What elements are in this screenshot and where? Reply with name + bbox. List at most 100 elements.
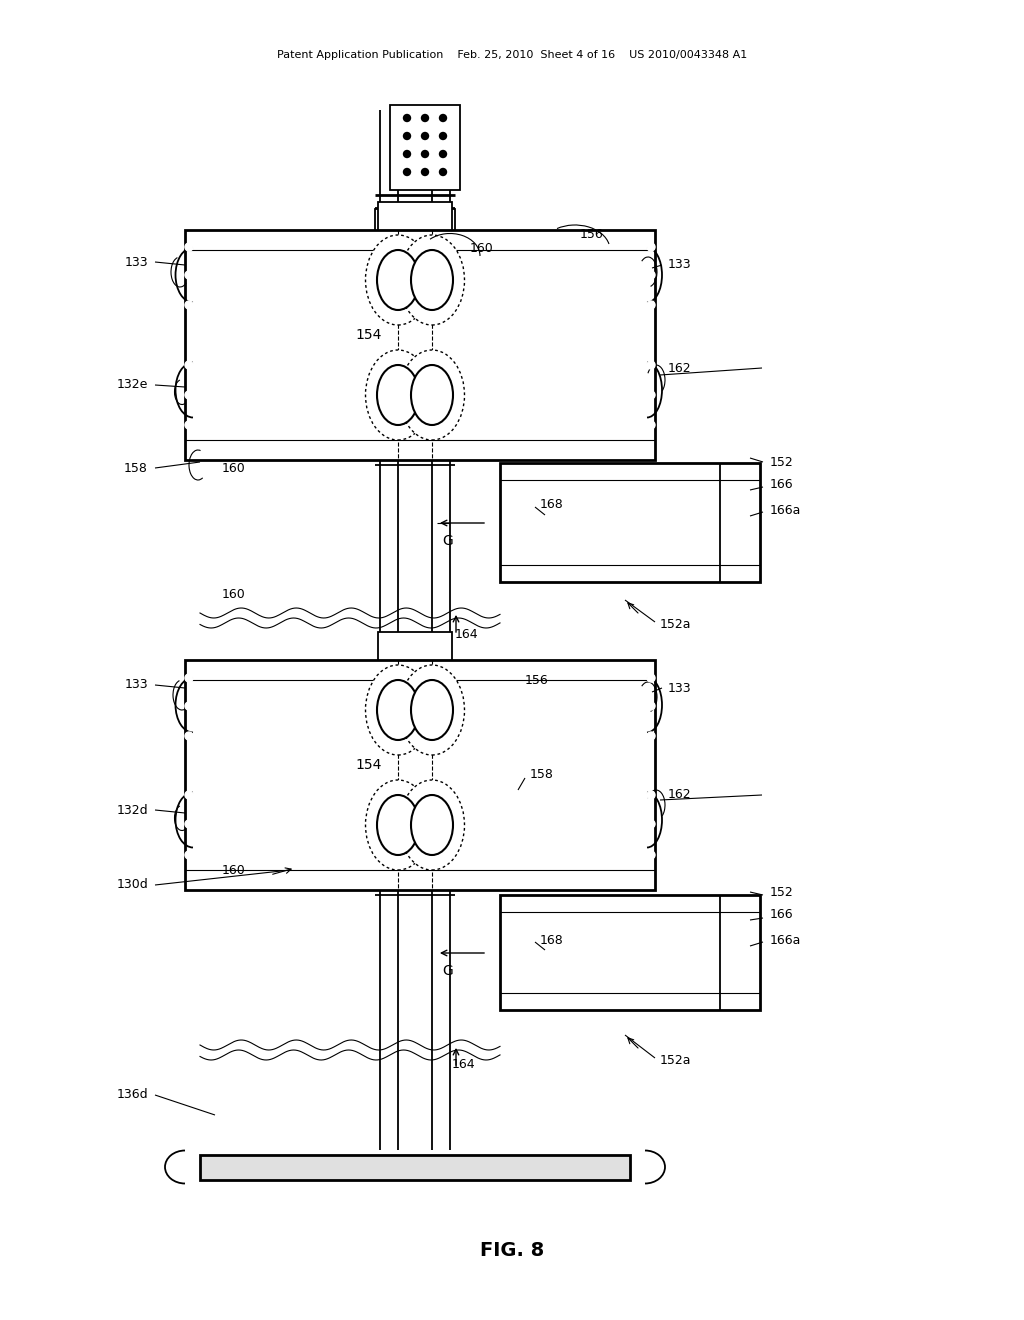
Ellipse shape xyxy=(411,680,453,741)
Circle shape xyxy=(647,360,655,370)
Circle shape xyxy=(439,150,446,157)
Text: 152a: 152a xyxy=(660,1053,691,1067)
Ellipse shape xyxy=(377,366,419,425)
Ellipse shape xyxy=(377,680,419,741)
Text: 156: 156 xyxy=(525,673,549,686)
Circle shape xyxy=(730,517,740,527)
Text: 162: 162 xyxy=(668,362,691,375)
Text: 133: 133 xyxy=(124,256,148,268)
Circle shape xyxy=(403,132,411,140)
Circle shape xyxy=(647,820,655,828)
Circle shape xyxy=(647,851,655,859)
Circle shape xyxy=(730,545,740,554)
Circle shape xyxy=(730,490,740,500)
Text: 133: 133 xyxy=(668,259,691,272)
Text: 166: 166 xyxy=(770,908,794,921)
Circle shape xyxy=(422,169,428,176)
Circle shape xyxy=(647,421,655,429)
Text: 132e: 132e xyxy=(117,379,148,392)
Circle shape xyxy=(647,733,655,741)
Ellipse shape xyxy=(399,665,465,755)
Ellipse shape xyxy=(411,249,453,310)
Bar xyxy=(378,202,452,230)
Circle shape xyxy=(185,301,193,309)
Text: G: G xyxy=(442,535,453,548)
Text: 133: 133 xyxy=(668,681,691,694)
Text: 158: 158 xyxy=(530,768,554,781)
Ellipse shape xyxy=(366,235,430,325)
Text: 160: 160 xyxy=(222,863,246,876)
Circle shape xyxy=(422,150,428,157)
Circle shape xyxy=(185,391,193,399)
Bar xyxy=(200,1155,630,1180)
Text: 164: 164 xyxy=(452,1059,475,1072)
Bar xyxy=(378,632,452,660)
Circle shape xyxy=(422,132,428,140)
Circle shape xyxy=(185,360,193,370)
Circle shape xyxy=(439,115,446,121)
Ellipse shape xyxy=(411,366,453,425)
Bar xyxy=(375,209,387,234)
Circle shape xyxy=(185,733,193,741)
Circle shape xyxy=(422,115,428,121)
Bar xyxy=(185,660,655,890)
Text: 168: 168 xyxy=(540,933,564,946)
Text: 158: 158 xyxy=(124,462,148,474)
Circle shape xyxy=(647,391,655,399)
Text: 130d: 130d xyxy=(117,879,148,891)
Ellipse shape xyxy=(377,795,419,855)
Text: 154: 154 xyxy=(355,758,381,772)
Text: 162: 162 xyxy=(668,788,691,801)
Text: 136d: 136d xyxy=(117,1089,148,1101)
Bar xyxy=(500,463,760,582)
Ellipse shape xyxy=(411,795,453,855)
Text: G: G xyxy=(442,964,453,978)
Circle shape xyxy=(730,921,740,932)
Text: 133: 133 xyxy=(124,678,148,692)
Text: 166a: 166a xyxy=(770,503,802,516)
Circle shape xyxy=(647,675,655,682)
Ellipse shape xyxy=(366,780,430,870)
Text: 168: 168 xyxy=(540,499,564,511)
Circle shape xyxy=(185,820,193,828)
Circle shape xyxy=(403,115,411,121)
Ellipse shape xyxy=(399,350,465,440)
Circle shape xyxy=(185,702,193,710)
Text: 152: 152 xyxy=(770,455,794,469)
Text: 152a: 152a xyxy=(660,619,691,631)
Bar xyxy=(500,895,760,1010)
Text: 154: 154 xyxy=(355,327,381,342)
Ellipse shape xyxy=(399,235,465,325)
Circle shape xyxy=(730,973,740,983)
Circle shape xyxy=(647,271,655,279)
Text: 160: 160 xyxy=(222,462,246,474)
Circle shape xyxy=(439,169,446,176)
Circle shape xyxy=(403,150,411,157)
Circle shape xyxy=(185,243,193,251)
Circle shape xyxy=(439,132,446,140)
Text: FIG. 8: FIG. 8 xyxy=(480,1241,544,1259)
Ellipse shape xyxy=(377,249,419,310)
Bar xyxy=(185,230,655,459)
Circle shape xyxy=(185,421,193,429)
Circle shape xyxy=(403,169,411,176)
Text: 152: 152 xyxy=(770,887,794,899)
Circle shape xyxy=(647,243,655,251)
Circle shape xyxy=(730,946,740,957)
Circle shape xyxy=(647,301,655,309)
Circle shape xyxy=(185,791,193,799)
Bar xyxy=(390,106,460,190)
Ellipse shape xyxy=(399,780,465,870)
Circle shape xyxy=(185,851,193,859)
Circle shape xyxy=(647,791,655,799)
Text: 160: 160 xyxy=(222,589,246,602)
Circle shape xyxy=(185,271,193,279)
Text: Patent Application Publication    Feb. 25, 2010  Sheet 4 of 16    US 2010/004334: Patent Application Publication Feb. 25, … xyxy=(276,50,748,59)
Text: 166a: 166a xyxy=(770,933,802,946)
Circle shape xyxy=(647,702,655,710)
Text: 166: 166 xyxy=(770,479,794,491)
Text: 156: 156 xyxy=(580,228,604,242)
Text: 160: 160 xyxy=(470,242,494,255)
Ellipse shape xyxy=(366,350,430,440)
Circle shape xyxy=(185,675,193,682)
